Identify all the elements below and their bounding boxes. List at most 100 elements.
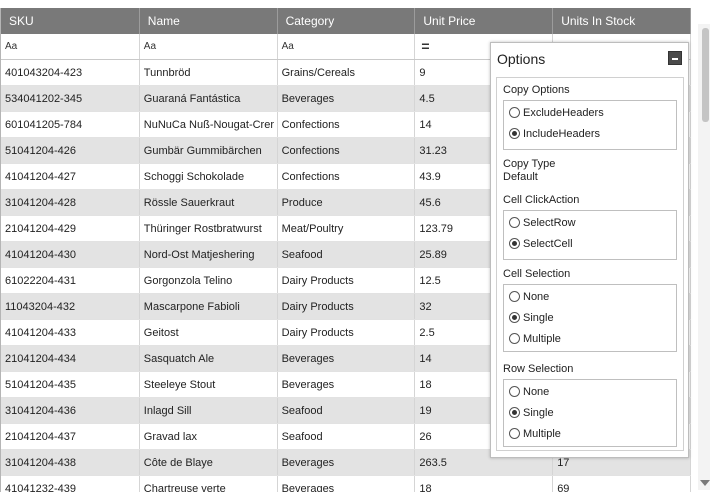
cell-category[interactable]: Confections xyxy=(278,112,416,137)
radio-select-row[interactable]: SelectRow xyxy=(509,216,576,232)
cell-name[interactable]: Tunnbröd xyxy=(140,60,278,85)
cell-units-in-stock[interactable] xyxy=(553,216,691,241)
radio-cell-selection-single[interactable]: Single xyxy=(509,311,554,327)
radio-cell-selection-multiple[interactable]: Multiple xyxy=(509,332,561,348)
radio-button-checked-icon[interactable] xyxy=(509,406,520,418)
scrollbar-thumb[interactable] xyxy=(702,28,709,122)
cell-category[interactable]: Seafood xyxy=(278,424,416,449)
cell-units-in-stock[interactable] xyxy=(553,294,691,319)
cell-unit-price[interactable]: 263.5 xyxy=(415,450,554,475)
vertical-scrollbar[interactable] xyxy=(698,24,710,490)
cell-unit-price[interactable]: 18 xyxy=(415,476,554,492)
cell-units-in-stock[interactable] xyxy=(553,372,691,397)
radio-button-checked-icon[interactable] xyxy=(509,127,520,139)
cell-sku[interactable]: 21041204-429 xyxy=(1,216,140,241)
table-row[interactable]: 41041204-427 Schoggi Schokolade Confection… xyxy=(1,164,691,190)
radio-button-icon[interactable] xyxy=(509,216,520,228)
cell-name[interactable]: Thüringer Rostbratwurst xyxy=(140,216,278,241)
radio-row-selection-multiple[interactable]: Multiple xyxy=(509,427,561,443)
radio-button-icon[interactable] xyxy=(509,106,520,118)
minimize-icon[interactable] xyxy=(668,51,682,65)
cell-sku[interactable]: 11043204-432 xyxy=(1,294,140,319)
cell-units-in-stock[interactable] xyxy=(553,164,691,189)
cell-units-in-stock[interactable] xyxy=(553,86,691,111)
column-header-sku[interactable]: SKU xyxy=(1,8,140,34)
cell-sku[interactable]: 51041204-426 xyxy=(1,138,140,163)
radio-exclude-headers[interactable]: ExcludeHeaders xyxy=(509,106,604,122)
cell-sku[interactable]: 41041204-430 xyxy=(1,242,140,267)
cell-name[interactable]: Rössle Sauerkraut xyxy=(140,190,278,215)
table-row[interactable]: 51041204-435 Steeleye Stout Beverages 18 xyxy=(1,372,691,398)
cell-name[interactable]: Côte de Blaye xyxy=(140,450,278,475)
cell-category[interactable]: Produce xyxy=(278,190,416,215)
cell-category[interactable]: Beverages xyxy=(278,476,416,492)
cell-units-in-stock[interactable] xyxy=(553,190,691,215)
filter-units-in-stock-icon[interactable] xyxy=(553,34,691,59)
cell-sku[interactable]: 21041204-437 xyxy=(1,424,140,449)
table-row[interactable]: 61022204-431 Gorgonzola Telino Dairy Produ… xyxy=(1,268,691,294)
copy-type-value[interactable]: Default xyxy=(503,171,538,183)
cell-sku[interactable]: 31041204-436 xyxy=(1,398,140,423)
radio-row-selection-none[interactable]: None xyxy=(509,385,549,401)
cell-category[interactable]: Beverages xyxy=(278,346,416,371)
cell-name[interactable]: Inlagd Sill xyxy=(140,398,278,423)
cell-name[interactable]: Sasquatch Ale xyxy=(140,346,278,371)
cell-category[interactable]: Meat/Poultry xyxy=(278,216,416,241)
cell-units-in-stock[interactable] xyxy=(553,268,691,293)
cell-sku[interactable]: 41041204-427 xyxy=(1,164,140,189)
cell-name[interactable]: Chartreuse verte xyxy=(140,476,278,492)
cell-units-in-stock[interactable] xyxy=(553,242,691,267)
cell-name[interactable]: Gumbär Gummibärchen xyxy=(140,138,278,163)
cell-category[interactable]: Grains/Cereals xyxy=(278,60,416,85)
radio-include-headers[interactable]: IncludeHeaders xyxy=(509,127,600,143)
cell-units-in-stock[interactable]: 17 xyxy=(553,450,691,475)
cell-sku[interactable]: 401043204-423 xyxy=(1,60,140,85)
filter-name-icon[interactable]: Aa xyxy=(140,34,278,59)
radio-button-checked-icon[interactable] xyxy=(509,311,520,323)
cell-sku[interactable]: 61022204-431 xyxy=(1,268,140,293)
table-row[interactable]: 41041204-433 Geitost Dairy Products 2.5 xyxy=(1,320,691,346)
cell-sku[interactable]: 41041204-433 xyxy=(1,320,140,345)
scroll-down-arrow-icon[interactable] xyxy=(700,480,710,486)
cell-units-in-stock[interactable] xyxy=(553,60,691,85)
cell-sku[interactable]: 534041202-345 xyxy=(1,86,140,111)
cell-name[interactable]: Schoggi Schokolade xyxy=(140,164,278,189)
radio-row-selection-single[interactable]: Single xyxy=(509,406,554,422)
radio-button-icon[interactable] xyxy=(509,427,520,439)
table-row[interactable]: 21041204-437 Gravad lax Seafood 26 xyxy=(1,424,691,450)
cell-category[interactable]: Confections xyxy=(278,138,416,163)
cell-category[interactable]: Seafood xyxy=(278,398,416,423)
cell-units-in-stock[interactable] xyxy=(553,112,691,137)
cell-name[interactable]: Guaraná Fantástica xyxy=(140,86,278,111)
cell-category[interactable]: Dairy Products xyxy=(278,320,416,345)
cell-units-in-stock[interactable] xyxy=(553,138,691,163)
column-header-units-in-stock[interactable]: Units In Stock xyxy=(553,8,691,34)
cell-sku[interactable]: 601041205-784 xyxy=(1,112,140,137)
cell-units-in-stock[interactable] xyxy=(553,424,691,449)
cell-category[interactable]: Beverages xyxy=(278,450,416,475)
cell-category[interactable]: Seafood xyxy=(278,242,416,267)
filter-category-icon[interactable]: Aa xyxy=(278,34,416,59)
radio-button-icon[interactable] xyxy=(509,332,520,344)
filter-sku-icon[interactable]: Aa xyxy=(1,34,140,59)
cell-name[interactable]: Gravad lax xyxy=(140,424,278,449)
cell-units-in-stock[interactable]: 69 xyxy=(553,476,691,492)
cell-sku[interactable]: 41041232-439 xyxy=(1,476,140,492)
cell-units-in-stock[interactable] xyxy=(553,398,691,423)
radio-cell-selection-none[interactable]: None xyxy=(509,290,549,306)
table-row[interactable]: 31041204-438 Côte de Blaye Beverages 263.5 1… xyxy=(1,450,691,476)
cell-name[interactable]: NuNuCa Nuß-Nougat-Crer xyxy=(140,112,278,137)
cell-sku[interactable]: 51041204-435 xyxy=(1,372,140,397)
cell-units-in-stock[interactable] xyxy=(553,346,691,371)
cell-sku[interactable]: 31041204-428 xyxy=(1,190,140,215)
cell-category[interactable]: Beverages xyxy=(278,86,416,111)
cell-name[interactable]: Nord-Ost Matjeshering xyxy=(140,242,278,267)
cell-category[interactable]: Beverages xyxy=(278,372,416,397)
column-header-category[interactable]: Category xyxy=(278,8,416,34)
cell-sku[interactable]: 31041204-438 xyxy=(1,450,140,475)
cell-category[interactable]: Confections xyxy=(278,164,416,189)
table-row[interactable]: 601041205-784 NuNuCa Nuß-Nougat-Crer Confe… xyxy=(1,112,691,138)
cell-name[interactable]: Mascarpone Fabioli xyxy=(140,294,278,319)
cell-category[interactable]: Dairy Products xyxy=(278,294,416,319)
cell-sku[interactable]: 21041204-434 xyxy=(1,346,140,371)
